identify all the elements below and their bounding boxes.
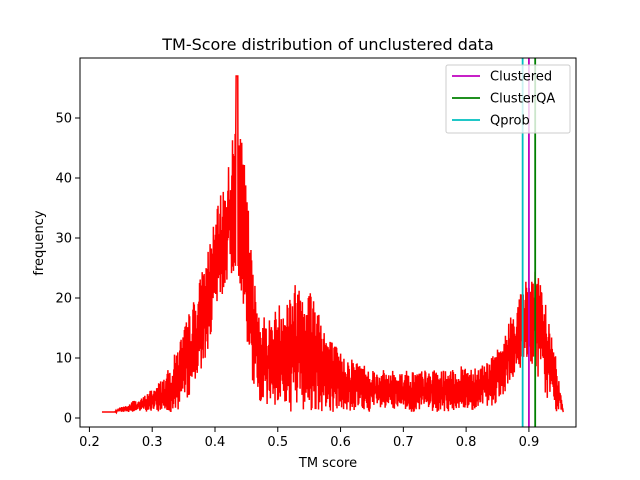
y-tick-label: 40: [55, 172, 72, 187]
chart-title: TM-Score distribution of unclustered dat…: [161, 35, 494, 54]
y-tick-label: 10: [55, 352, 72, 367]
x-tick-label: 0.8: [456, 435, 477, 450]
y-axis: 0 10 20 30 40 50: [55, 112, 80, 427]
x-tick-label: 0.3: [142, 435, 163, 450]
y-tick-label: 20: [55, 292, 72, 307]
y-tick-label: 0: [64, 412, 72, 427]
y-axis-label: frequency: [32, 210, 47, 276]
x-axis-label: TM score: [298, 456, 357, 471]
y-tick-label: 30: [55, 232, 72, 247]
legend: Clustered ClusterQA Qprob: [445, 64, 571, 134]
series-line: [101, 75, 565, 415]
x-tick-label: 0.2: [79, 435, 100, 450]
legend-label: ClusterQA: [490, 92, 555, 107]
series-layer: [101, 75, 565, 415]
x-axis: 0.2 0.3 0.4 0.5 0.6 0.7 0.8 0.9: [79, 427, 539, 450]
x-tick-label: 0.7: [393, 435, 414, 450]
x-tick-label: 0.4: [205, 435, 226, 450]
plot-frame: [79, 57, 577, 428]
legend-box: [445, 64, 571, 134]
x-tick-label: 0.5: [267, 435, 288, 450]
y-tick-label: 50: [55, 112, 72, 127]
x-tick-label: 0.9: [519, 435, 540, 450]
legend-label: Clustered: [490, 70, 552, 85]
x-tick-label: 0.6: [330, 435, 351, 450]
legend-label: Qprob: [490, 114, 530, 129]
